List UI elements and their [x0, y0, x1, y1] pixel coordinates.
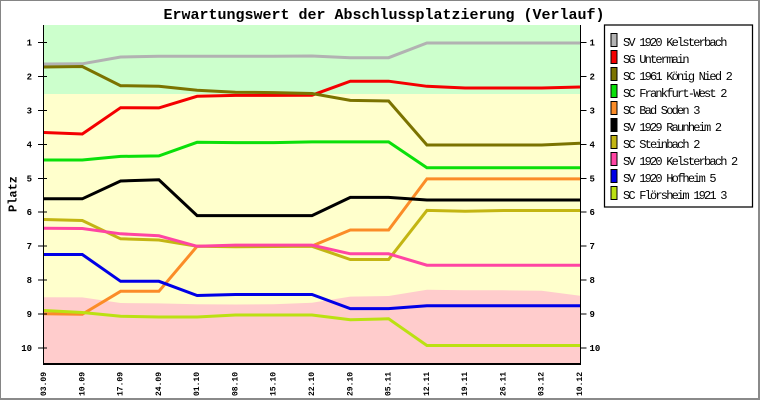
- svg-text:9: 9: [27, 310, 32, 320]
- svg-text:01.10: 01.10: [193, 372, 202, 396]
- svg-text:SV 1929 Raunheim 2: SV 1929 Raunheim 2: [623, 121, 722, 135]
- svg-text:6: 6: [27, 208, 32, 218]
- svg-text:6: 6: [590, 208, 595, 218]
- svg-text:08.10: 08.10: [231, 372, 240, 396]
- svg-text:9: 9: [590, 310, 595, 320]
- svg-text:SC Bad Soden 3: SC Bad Soden 3: [623, 104, 700, 118]
- svg-text:17.09: 17.09: [117, 372, 126, 396]
- svg-text:5: 5: [590, 174, 595, 184]
- svg-text:7: 7: [27, 242, 32, 252]
- svg-text:8: 8: [27, 276, 32, 286]
- svg-text:Erwartungswert der Abschlusspl: Erwartungswert der Abschlussplatzierung …: [163, 7, 604, 24]
- svg-text:24.09: 24.09: [155, 372, 164, 396]
- svg-text:Platz: Platz: [7, 176, 21, 212]
- svg-text:10: 10: [21, 344, 32, 354]
- svg-text:4: 4: [27, 140, 33, 150]
- svg-text:22.10: 22.10: [308, 372, 317, 396]
- svg-text:2: 2: [27, 73, 32, 83]
- svg-text:10: 10: [590, 344, 601, 354]
- svg-text:SV 1920 Kelsterbach: SV 1920 Kelsterbach: [623, 36, 727, 50]
- svg-text:5: 5: [27, 174, 32, 184]
- svg-text:03.09: 03.09: [40, 372, 49, 396]
- svg-text:26.11: 26.11: [499, 372, 508, 396]
- svg-text:3: 3: [27, 106, 32, 116]
- svg-text:SV 1920 Hofheim 5: SV 1920 Hofheim 5: [623, 172, 716, 186]
- svg-text:SC 1961 König Nied 2: SC 1961 König Nied 2: [623, 70, 733, 84]
- svg-text:SV 1920 Kelsterbach 2: SV 1920 Kelsterbach 2: [623, 155, 738, 169]
- svg-text:8: 8: [590, 276, 595, 286]
- svg-text:SC Flörsheim 1921 3: SC Flörsheim 1921 3: [623, 189, 727, 203]
- svg-text:10.12: 10.12: [576, 372, 585, 396]
- svg-text:1: 1: [27, 39, 33, 49]
- svg-text:2: 2: [590, 73, 595, 83]
- svg-text:10.09: 10.09: [78, 372, 87, 396]
- svg-text:29.10: 29.10: [346, 372, 355, 396]
- svg-text:3: 3: [590, 106, 595, 116]
- svg-text:4: 4: [590, 140, 596, 150]
- svg-text:7: 7: [590, 242, 595, 252]
- svg-text:03.12: 03.12: [538, 372, 547, 396]
- svg-text:15.10: 15.10: [270, 372, 279, 396]
- svg-text:05.11: 05.11: [385, 372, 394, 396]
- svg-text:1: 1: [590, 39, 596, 49]
- svg-text:12.11: 12.11: [423, 372, 432, 396]
- svg-text:19.11: 19.11: [461, 372, 470, 396]
- svg-text:SC Frankfurt-West 2: SC Frankfurt-West 2: [623, 87, 727, 101]
- svg-text:SC Steinbach 2: SC Steinbach 2: [623, 138, 700, 152]
- svg-text:SG Untermain: SG Untermain: [623, 53, 689, 67]
